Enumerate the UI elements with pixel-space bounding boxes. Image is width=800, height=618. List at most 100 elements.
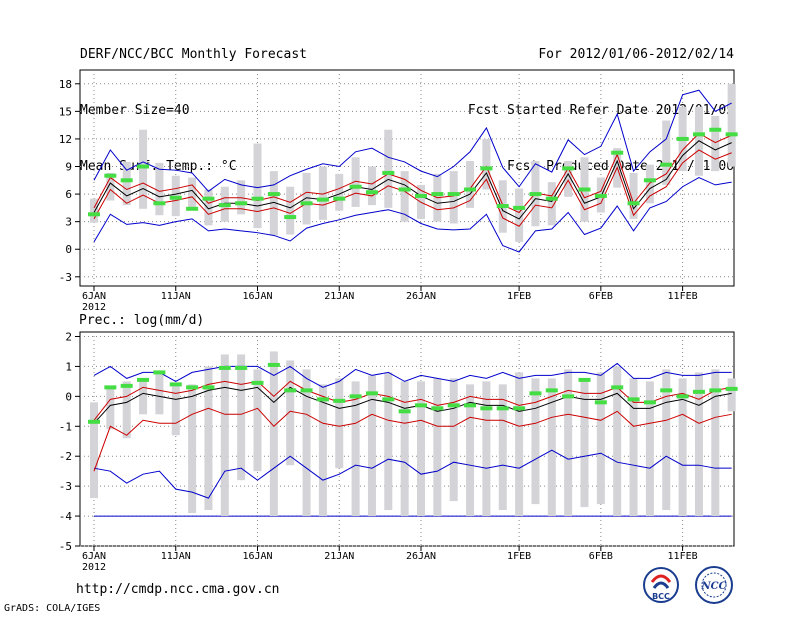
precip-climate-marker [349, 394, 362, 399]
precip-spread-box [466, 384, 475, 517]
precip-climate-marker [267, 362, 280, 367]
precip-climate-marker [382, 397, 395, 402]
precip-mean-line [93, 386, 732, 424]
precip-spread-box [482, 381, 491, 517]
precip-climate-marker [611, 385, 624, 390]
precip-climate-marker [415, 403, 427, 408]
temp-xtick-label: 6FEB [589, 291, 613, 302]
grads-credit: GrADS: COLA/IGES [4, 603, 101, 614]
precip-spread-box [417, 381, 425, 517]
temp-climate-marker [562, 166, 575, 171]
temp-spread-box [449, 171, 458, 224]
temp-lower-line [93, 149, 732, 227]
precip-spread-box [694, 372, 703, 517]
precip-climate-marker [153, 370, 166, 375]
precip-climate-marker [725, 386, 738, 391]
temp-climate-marker [251, 196, 264, 201]
precip-spread-box [515, 372, 524, 517]
temp-climate-marker [676, 136, 689, 141]
temp-spread-box [466, 160, 475, 208]
precip-spread-box [286, 360, 295, 466]
temp-climate-marker [594, 193, 607, 198]
temp-climate-marker [643, 178, 656, 183]
precip-ytick-label: 0 [65, 390, 72, 403]
precip-xtick-label: 16JAN [242, 551, 272, 562]
precip-ytick-label: -3 [59, 480, 72, 493]
precip-spread-box [171, 384, 180, 436]
temp-spread-box [711, 115, 720, 172]
precip-climate-marker [709, 388, 722, 393]
temp-climate-marker [267, 192, 280, 197]
temp-xtick-label: 26JAN [406, 291, 436, 302]
temp-climate-marker [169, 195, 182, 200]
precip-climate-marker [676, 394, 689, 399]
temp-spread-box [188, 177, 197, 207]
precip-climate-marker [692, 389, 705, 394]
temp-climate-marker [300, 201, 313, 206]
precip-spread-box [139, 381, 148, 415]
precip-climate-marker [251, 380, 264, 385]
bcc-logo-text: BCC [652, 592, 670, 601]
precip-spread-box [564, 369, 573, 517]
temp-xtick-label: 21JAN [324, 291, 354, 302]
temp-ytick-label: 3 [65, 216, 72, 229]
temp-spread-box [662, 120, 671, 185]
precip-axis-label: Prec.: log(mm/d) [79, 313, 204, 328]
temp-climate-marker [725, 132, 738, 137]
temp-climate-marker [660, 162, 673, 167]
precip-spread-box [155, 372, 164, 415]
temp-spread-box [253, 143, 262, 229]
precip-climate-marker [480, 406, 493, 411]
ncc-logo-text: NCC [700, 581, 726, 592]
temp-spread-box [155, 162, 164, 216]
temp-spread-box [384, 129, 393, 208]
precip-spread-box [531, 378, 540, 505]
temp-xtick-label: 6JAN [82, 291, 106, 302]
precip-spread-box [596, 372, 605, 505]
precip-spread-box [727, 378, 736, 412]
precip-xtick-label: 11FEB [668, 551, 698, 562]
temp-xtick-sublabel: 2012 [82, 302, 106, 313]
precip-ytick-label: -2 [59, 450, 72, 463]
forecast-period: For 2012/01/06-2012/02/14 [538, 47, 734, 62]
precip-spread-box [400, 381, 409, 517]
temp-spread-box [482, 138, 491, 190]
temp-spread-box [367, 166, 376, 206]
temp-ytick-label: 12 [59, 133, 72, 146]
precip-spread-box [318, 384, 327, 517]
precip-climate-marker [365, 391, 378, 396]
temp-climate-marker [88, 212, 100, 217]
temp-climate-marker [349, 184, 362, 189]
temp-spread-box [139, 129, 148, 209]
precip-climate-marker [284, 388, 297, 393]
temp-spread-box [645, 164, 654, 204]
temp-min-line [93, 176, 732, 253]
temp-climate-marker [480, 166, 493, 171]
precip-xtick-label: 26JAN [406, 551, 436, 562]
precip-lower-line [93, 407, 732, 472]
temp-spread-box [286, 186, 295, 235]
source-url: http://cmdp.ncc.cma.gov.cn [76, 582, 280, 597]
temp-ytick-label: 0 [65, 243, 72, 256]
precip-min-line [93, 449, 732, 499]
temp-ytick-label: 15 [59, 105, 72, 118]
precip-upper-line [93, 380, 732, 421]
precip-ytick-label: 1 [65, 360, 72, 373]
precip-climate-marker [627, 397, 640, 402]
precip-spread-box [384, 372, 393, 511]
precip-climate-marker [594, 400, 607, 405]
temp-climate-marker [545, 196, 558, 201]
precip-spread-box [433, 378, 442, 517]
temp-spread-box [727, 83, 736, 167]
precip-spread-box [351, 381, 360, 517]
precip-spread-box [629, 378, 638, 517]
precip-spread-box [662, 369, 671, 511]
temp-climate-marker [120, 178, 133, 183]
temp-ytick-label: 9 [65, 161, 72, 174]
temp-max-line [93, 89, 732, 192]
precip-xtick-label: 11JAN [161, 551, 191, 562]
temp-climate-marker [513, 205, 526, 210]
logos: BCC NCC [643, 566, 733, 604]
precip-ytick-label: 2 [65, 330, 72, 343]
